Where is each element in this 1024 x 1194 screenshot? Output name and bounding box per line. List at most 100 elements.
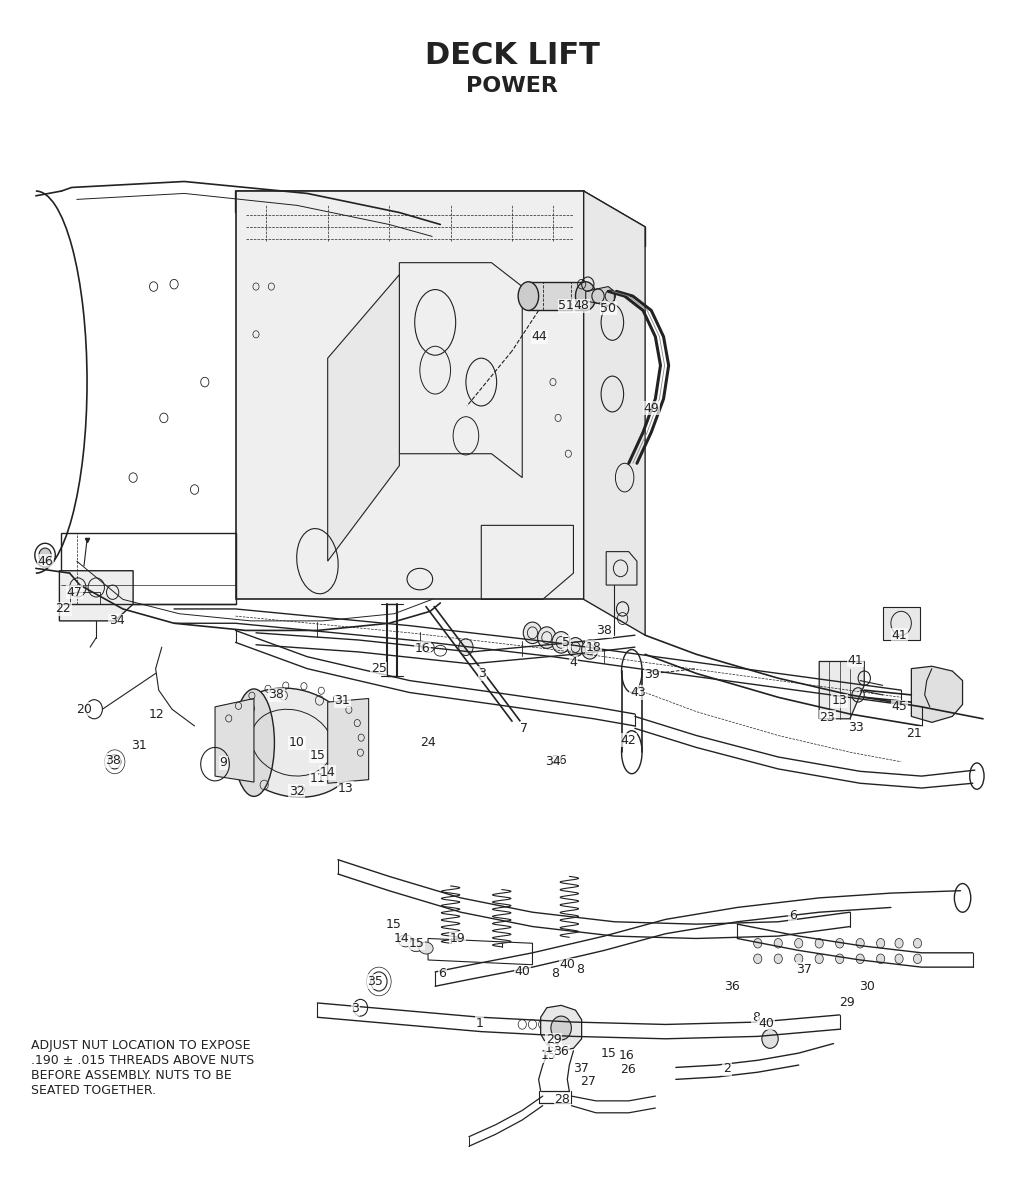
Text: 31: 31 bbox=[334, 695, 350, 707]
Text: 15: 15 bbox=[600, 1047, 616, 1059]
Polygon shape bbox=[883, 607, 920, 640]
Text: 7: 7 bbox=[520, 722, 528, 734]
Circle shape bbox=[913, 954, 922, 964]
Ellipse shape bbox=[575, 282, 596, 310]
Text: 41: 41 bbox=[891, 629, 907, 641]
Text: DECK LIFT: DECK LIFT bbox=[425, 41, 599, 69]
Circle shape bbox=[795, 938, 803, 948]
Text: 25: 25 bbox=[371, 663, 387, 675]
Bar bbox=[70, 592, 100, 604]
Text: 36: 36 bbox=[553, 1046, 569, 1058]
Text: 47: 47 bbox=[67, 586, 83, 598]
Text: 33: 33 bbox=[848, 721, 864, 733]
Ellipse shape bbox=[518, 282, 539, 310]
Text: 37: 37 bbox=[572, 1063, 589, 1075]
Ellipse shape bbox=[398, 935, 413, 947]
Text: 36: 36 bbox=[724, 980, 740, 992]
Text: 29: 29 bbox=[546, 1034, 562, 1046]
Text: 38: 38 bbox=[268, 689, 285, 701]
Text: 6: 6 bbox=[788, 910, 797, 922]
Text: 5: 5 bbox=[562, 636, 570, 648]
Text: 14: 14 bbox=[319, 767, 336, 778]
Circle shape bbox=[895, 954, 903, 964]
Circle shape bbox=[895, 938, 903, 948]
Circle shape bbox=[523, 622, 542, 644]
Polygon shape bbox=[236, 191, 584, 599]
Polygon shape bbox=[236, 191, 645, 246]
Text: 11: 11 bbox=[309, 773, 326, 784]
Text: 40: 40 bbox=[514, 966, 530, 978]
Polygon shape bbox=[215, 698, 254, 782]
Circle shape bbox=[774, 938, 782, 948]
Text: 34: 34 bbox=[545, 756, 561, 768]
Circle shape bbox=[459, 639, 473, 656]
Ellipse shape bbox=[233, 689, 274, 796]
Ellipse shape bbox=[419, 942, 433, 954]
Circle shape bbox=[538, 627, 556, 648]
Text: POWER: POWER bbox=[466, 76, 558, 97]
Text: 20: 20 bbox=[76, 703, 92, 715]
Ellipse shape bbox=[226, 688, 357, 798]
Text: 15: 15 bbox=[409, 937, 425, 949]
Text: 24: 24 bbox=[420, 737, 436, 749]
Circle shape bbox=[913, 938, 922, 948]
Polygon shape bbox=[59, 571, 133, 621]
Circle shape bbox=[551, 1016, 571, 1040]
Text: 23: 23 bbox=[819, 712, 836, 724]
Text: 41: 41 bbox=[847, 654, 863, 666]
Text: 10: 10 bbox=[289, 737, 305, 749]
Text: 50: 50 bbox=[600, 302, 616, 314]
Text: 19: 19 bbox=[450, 933, 466, 944]
Text: 15: 15 bbox=[541, 1050, 557, 1061]
Polygon shape bbox=[911, 666, 963, 722]
Text: 3: 3 bbox=[478, 667, 486, 679]
Text: 49: 49 bbox=[643, 402, 659, 414]
Text: 46: 46 bbox=[37, 555, 53, 567]
Text: 40: 40 bbox=[758, 1017, 774, 1029]
Text: 13: 13 bbox=[831, 695, 848, 707]
Text: 43: 43 bbox=[630, 687, 646, 698]
Text: 30: 30 bbox=[859, 980, 876, 992]
Text: 8: 8 bbox=[752, 1011, 760, 1023]
Text: 38: 38 bbox=[104, 755, 121, 767]
Circle shape bbox=[39, 548, 51, 562]
Text: 14: 14 bbox=[393, 933, 410, 944]
Text: 38: 38 bbox=[596, 624, 612, 636]
Text: 3: 3 bbox=[351, 1003, 359, 1015]
Text: 40: 40 bbox=[559, 959, 575, 971]
Circle shape bbox=[754, 938, 762, 948]
Circle shape bbox=[795, 954, 803, 964]
Ellipse shape bbox=[409, 940, 423, 952]
Text: 1: 1 bbox=[475, 1017, 483, 1029]
Text: 42: 42 bbox=[621, 734, 637, 746]
Polygon shape bbox=[528, 282, 586, 310]
Circle shape bbox=[856, 954, 864, 964]
Text: 8: 8 bbox=[551, 967, 559, 979]
Circle shape bbox=[877, 954, 885, 964]
Text: 37: 37 bbox=[796, 964, 812, 975]
Text: 15: 15 bbox=[309, 750, 326, 762]
Circle shape bbox=[836, 938, 844, 948]
Text: 15: 15 bbox=[385, 918, 401, 930]
Polygon shape bbox=[328, 698, 369, 783]
Text: 51: 51 bbox=[558, 300, 574, 312]
Text: 45: 45 bbox=[891, 701, 907, 713]
Text: 29: 29 bbox=[839, 997, 855, 1009]
Text: 48: 48 bbox=[573, 300, 590, 312]
Polygon shape bbox=[328, 275, 399, 561]
Text: 21: 21 bbox=[906, 727, 923, 739]
Circle shape bbox=[582, 640, 598, 659]
Circle shape bbox=[877, 938, 885, 948]
Circle shape bbox=[856, 938, 864, 948]
Text: 13: 13 bbox=[337, 782, 353, 794]
Text: 8: 8 bbox=[577, 964, 585, 975]
Text: ADJUST NUT LOCATION TO EXPOSE
.190 ± .015 THREADS ABOVE NUTS
BEFORE ASSEMBLY. NU: ADJUST NUT LOCATION TO EXPOSE .190 ± .01… bbox=[31, 1039, 254, 1097]
Text: 28: 28 bbox=[554, 1094, 570, 1106]
Text: 26: 26 bbox=[620, 1064, 636, 1076]
Text: 16: 16 bbox=[415, 642, 431, 654]
Text: 44: 44 bbox=[531, 331, 548, 343]
Text: 39: 39 bbox=[644, 669, 660, 681]
Polygon shape bbox=[541, 1005, 582, 1051]
Circle shape bbox=[762, 1029, 778, 1048]
Text: 31: 31 bbox=[131, 739, 147, 751]
